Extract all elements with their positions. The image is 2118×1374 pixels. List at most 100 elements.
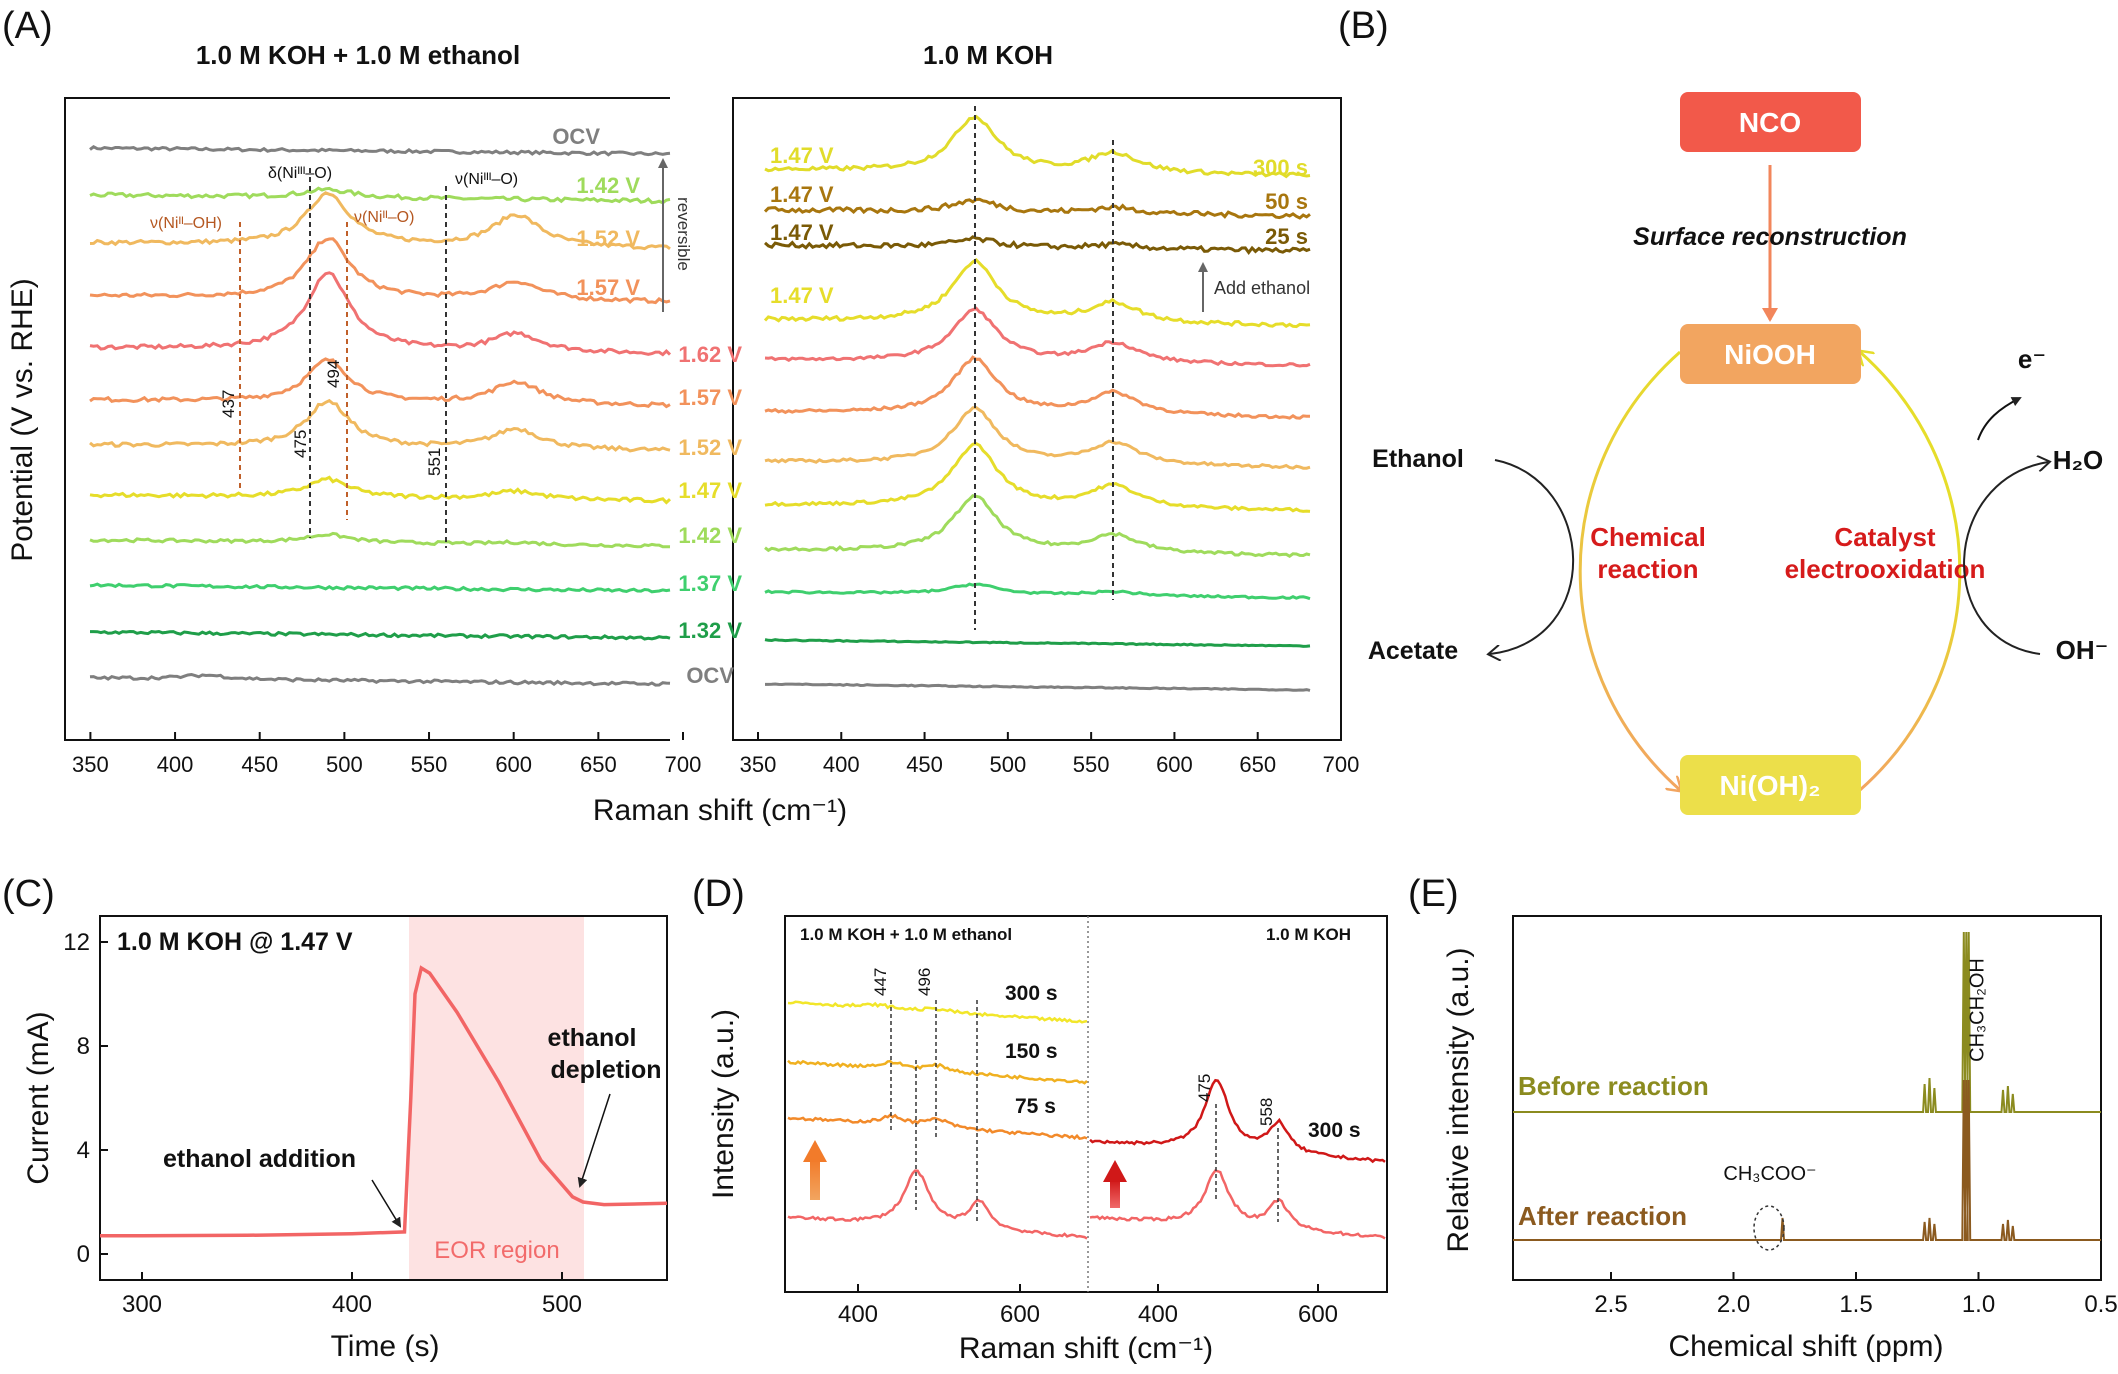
ticklabel-a-L-350: 350 bbox=[72, 752, 109, 777]
ticklabel-d-2: 400 bbox=[1138, 1301, 1178, 1328]
label-300s: 300 s bbox=[1253, 155, 1308, 180]
peak-label-nu3: ν(Niᴵᴵᴵ–O) bbox=[455, 171, 518, 188]
label-right-147-25: 1.47 V bbox=[770, 220, 834, 245]
nioh2-box bbox=[1680, 755, 1861, 815]
ticklabel-a-L-500: 500 bbox=[326, 752, 363, 777]
acetate-label: Acetate bbox=[1368, 637, 1458, 665]
panel-d-left-title: 1.0 M KOH + 1.0 M ethanol bbox=[800, 925, 1012, 944]
ticklabel-c-x-300: 300 bbox=[122, 1291, 162, 1318]
panel-d-right-title: 1.0 M KOH bbox=[1266, 925, 1351, 944]
panel-e-ylabel: Relative intensity (a.u.) bbox=[1442, 947, 1475, 1252]
trace-left-162 bbox=[89, 271, 672, 357]
trace-left-142-rev bbox=[89, 186, 671, 205]
ticklabel-a-R-550: 550 bbox=[1073, 752, 1110, 777]
label-132: 1.32 V bbox=[678, 618, 742, 643]
peak-pos-475: 475 bbox=[291, 430, 310, 458]
peak-pos-494: 494 bbox=[324, 360, 343, 388]
ticklabel-e-2: 2.0 bbox=[1717, 1291, 1750, 1318]
trace-d-300s bbox=[787, 1000, 1088, 1024]
label-left-142: 1.42 V bbox=[576, 173, 640, 198]
peak-label-nuoh: ν(Niᴵᴵ–OH) bbox=[150, 215, 222, 232]
niooh-box bbox=[1680, 324, 1861, 384]
after-label: After reaction bbox=[1518, 1201, 1687, 1231]
label-162: 1.62 V bbox=[678, 342, 742, 367]
acetate-peak-label: CH₃COO⁻ bbox=[1723, 1163, 1816, 1185]
panel-a: 1.0 M KOH + 1.0 M ethanol 1.0 M KOH 350 4… bbox=[6, 40, 1359, 827]
ticklabel-d-0: 400 bbox=[838, 1301, 878, 1328]
label-137: 1.37 V bbox=[678, 571, 742, 596]
label-left-157: 1.57 V bbox=[576, 275, 640, 300]
panel-a-right-frame bbox=[732, 97, 1342, 741]
ticklabel-a-L-600: 600 bbox=[495, 752, 532, 777]
ticklabel-a-R-650: 650 bbox=[1239, 752, 1276, 777]
label-157: 1.57 V bbox=[678, 385, 742, 410]
label-left-152: 1.52 V bbox=[576, 226, 640, 251]
panel-label-a: (A) bbox=[2, 5, 53, 47]
d-peak-496: 496 bbox=[915, 968, 934, 996]
label-152: 1.52 V bbox=[678, 435, 742, 460]
catalyst-label-2: electrooxidation bbox=[1785, 554, 1986, 584]
ethanol-label: Ethanol bbox=[1372, 445, 1464, 473]
trace-left-ocv bbox=[89, 672, 671, 687]
chemical-label-2: reaction bbox=[1597, 554, 1698, 584]
hydroxide-to-water-arrow bbox=[1963, 462, 2048, 655]
ticklabel-a-L-550: 550 bbox=[411, 752, 448, 777]
panel-label-d: (D) bbox=[692, 873, 745, 915]
panel-a-ylabel: Potential (V vs. RHE) bbox=[6, 278, 39, 561]
trace-left-157-rev bbox=[89, 237, 671, 305]
ticklabel-a-R-700: 700 bbox=[1323, 752, 1360, 777]
trace-e-after bbox=[1513, 1079, 2101, 1241]
add-ethanol-label: Add ethanol bbox=[1214, 278, 1310, 298]
trace-d-300s-right bbox=[1089, 1078, 1386, 1164]
trace-right-ocv bbox=[765, 682, 1311, 692]
ticklabel-d-3: 600 bbox=[1298, 1301, 1338, 1328]
panel-e-ticks: 2.5 2.0 1.5 1.0 0.5 bbox=[1594, 1272, 2118, 1318]
peak-label-delta: δ(Niᴵᴵᴵ–O) bbox=[268, 165, 332, 182]
niooh-label: NiOOH bbox=[1724, 339, 1816, 370]
trace-right-132 bbox=[764, 638, 1311, 648]
panel-d-xlabel: Raman shift (cm⁻¹) bbox=[959, 1332, 1213, 1365]
ticklabel-a-R-350: 350 bbox=[740, 752, 777, 777]
hydroxide-label: OH⁻ bbox=[2056, 635, 2109, 665]
ticklabel-a-R-600: 600 bbox=[1156, 752, 1193, 777]
panel-c-ticks: 300 400 500 0 4 8 12 bbox=[63, 929, 582, 1318]
ticklabel-e-0.5: 0.5 bbox=[2084, 1291, 2117, 1318]
trace-d-75s bbox=[787, 1113, 1088, 1141]
trace-right-50s bbox=[763, 197, 1311, 220]
trace-left-152-rev bbox=[89, 191, 671, 251]
ticklabel-a-L-450: 450 bbox=[241, 752, 278, 777]
ticklabel-c-y-0: 0 bbox=[77, 1241, 90, 1268]
ticklabel-a-L-700: 700 bbox=[665, 752, 702, 777]
label-right-147-50: 1.47 V bbox=[770, 182, 834, 207]
ticklabel-c-y-8: 8 bbox=[77, 1033, 90, 1060]
ticklabel-a-L-650: 650 bbox=[580, 752, 617, 777]
trace-d-150s bbox=[787, 1059, 1088, 1085]
nco-label: NCO bbox=[1739, 107, 1801, 138]
electron-label: e⁻ bbox=[2018, 344, 2046, 374]
eor-region bbox=[409, 916, 584, 1280]
reversible-label: reversible bbox=[674, 197, 693, 271]
label-right-147: 1.47 V bbox=[770, 283, 834, 308]
ticklabel-c-x-500: 500 bbox=[542, 1291, 582, 1318]
panel-a-ticks: 350 400 450 500 550 600 650 700 350 400 450 500 550 6… bbox=[72, 732, 1359, 777]
cycle-left-arc bbox=[1578, 350, 1680, 790]
label-25s: 25 s bbox=[1265, 224, 1308, 249]
eor-region-label: EOR region bbox=[434, 1237, 559, 1264]
trace-right-300s bbox=[764, 114, 1311, 179]
chemical-label-1: Chemical bbox=[1590, 522, 1706, 552]
panel-b: NCO Surface reconstruction NiOOH Ni(OH)₂… bbox=[1368, 92, 2109, 815]
trace-right-147-before bbox=[763, 258, 1311, 329]
trace-right-157 bbox=[764, 355, 1310, 420]
ticklabel-a-R-500: 500 bbox=[989, 752, 1026, 777]
panel-d: 400 600 400 600 1.0 M KOH + 1.0 M ethanol 1… bbox=[707, 915, 1388, 1365]
panel-d-ylabel: Intensity (a.u.) bbox=[707, 1009, 740, 1199]
trace-right-25s bbox=[764, 235, 1311, 256]
ticklabel-a-L-400: 400 bbox=[157, 752, 194, 777]
panel-c-ylabel: Current (mA) bbox=[22, 1011, 55, 1184]
peak-pos-551: 551 bbox=[425, 448, 444, 476]
panel-label-c: (C) bbox=[2, 873, 55, 915]
trace-right-142 bbox=[764, 494, 1311, 558]
panel-e-frame bbox=[1512, 915, 2102, 1281]
panel-e-traces bbox=[1513, 931, 2101, 1241]
